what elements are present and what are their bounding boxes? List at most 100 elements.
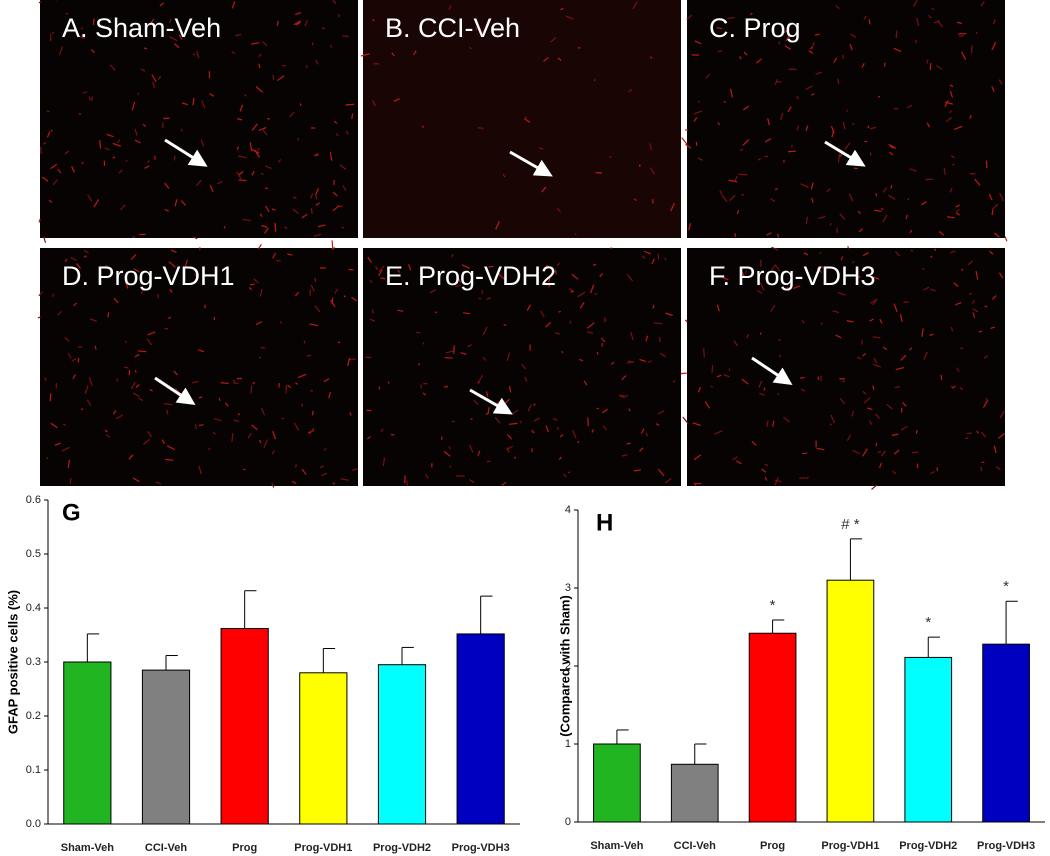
- cell-speck: [592, 263, 597, 266]
- cell-speck: [50, 163, 58, 170]
- cell-speck: [993, 445, 997, 454]
- cell-speck: [181, 102, 188, 106]
- cell-speck: [468, 479, 475, 484]
- cell-speck: [313, 233, 322, 237]
- cell-speck: [323, 378, 330, 383]
- cell-speck: [839, 213, 846, 220]
- cell-speck: [732, 456, 738, 461]
- cell-speck: [974, 178, 981, 186]
- cell-speck: [950, 326, 953, 332]
- cell-speck: [397, 269, 401, 273]
- cell-speck: [201, 100, 206, 109]
- cell-speck: [315, 59, 319, 65]
- cell-speck: [130, 254, 137, 261]
- cell-speck: [333, 120, 338, 124]
- cell-speck: [508, 412, 511, 415]
- cell-speck: [816, 447, 825, 451]
- cell-speck: [420, 384, 423, 389]
- cell-speck: [550, 36, 557, 43]
- cell-speck: [348, 268, 354, 271]
- cell-speck: [455, 284, 461, 288]
- cell-speck: [770, 304, 776, 312]
- cell-speck: [770, 198, 775, 202]
- cell-speck: [743, 51, 748, 56]
- cell-speck: [627, 88, 633, 93]
- cell-speck: [477, 450, 481, 456]
- cell-speck: [739, 56, 742, 60]
- cell-speck: [495, 221, 500, 230]
- cell-speck: [808, 49, 814, 54]
- x-tick-label: CCI-Veh: [145, 842, 187, 854]
- cell-speck: [559, 434, 564, 438]
- cell-speck: [657, 253, 660, 260]
- cell-speck: [421, 125, 425, 128]
- cell-speck: [506, 434, 513, 440]
- cell-speck: [875, 413, 881, 419]
- cell-speck: [232, 379, 236, 383]
- cell-speck: [975, 270, 979, 280]
- cell-speck: [657, 468, 665, 477]
- cell-speck: [116, 139, 121, 144]
- cell-speck: [198, 465, 202, 475]
- cell-speck: [980, 466, 983, 472]
- cell-speck: [329, 44, 333, 48]
- cell-speck: [733, 340, 738, 347]
- cell-speck: [137, 350, 147, 353]
- cell-speck: [657, 410, 665, 415]
- cell-speck: [134, 128, 138, 136]
- cell-speck: [1004, 236, 1008, 242]
- cell-speck: [524, 376, 528, 382]
- cell-speck: [888, 143, 897, 149]
- cell-speck: [991, 203, 999, 210]
- cell-speck: [477, 127, 484, 129]
- cell-speck: [295, 11, 302, 16]
- cell-speck: [783, 29, 789, 34]
- cell-speck: [332, 191, 338, 197]
- cell-speck: [38, 218, 41, 223]
- cell-speck: [900, 425, 908, 431]
- cell-speck: [238, 179, 247, 182]
- cell-speck: [367, 436, 371, 440]
- cell-speck: [104, 429, 108, 433]
- cell-speck: [305, 65, 308, 69]
- cell-speck: [630, 331, 634, 340]
- panel-letter: G: [62, 499, 81, 526]
- cell-speck: [46, 456, 49, 460]
- cell-speck: [87, 194, 93, 202]
- cell-speck: [736, 209, 740, 215]
- cell-speck: [335, 133, 339, 137]
- cell-speck: [331, 240, 334, 249]
- cell-speck: [875, 193, 878, 197]
- cell-speck: [91, 96, 94, 102]
- cell-speck: [693, 110, 703, 115]
- cell-speck: [231, 433, 234, 442]
- cell-speck: [301, 468, 307, 476]
- cell-speck: [911, 451, 919, 454]
- cell-speck: [572, 430, 577, 439]
- cell-speck: [658, 337, 661, 343]
- cell-speck: [837, 292, 846, 296]
- cell-speck: [62, 423, 67, 426]
- cell-speck: [180, 200, 187, 206]
- cell-speck: [173, 155, 176, 161]
- cell-speck: [998, 79, 1003, 85]
- cell-speck: [345, 130, 349, 135]
- cell-speck: [832, 310, 840, 314]
- cell-speck: [502, 173, 506, 178]
- x-tick-label: Prog-VDH3: [977, 840, 1035, 852]
- cell-speck: [470, 417, 473, 421]
- cell-speck: [721, 194, 728, 203]
- cell-speck: [295, 464, 297, 468]
- cell-speck: [849, 43, 853, 51]
- cell-speck: [135, 384, 140, 388]
- cell-speck: [728, 179, 738, 183]
- cell-speck: [900, 354, 907, 361]
- cell-speck: [52, 179, 59, 186]
- cell-speck: [626, 273, 634, 282]
- cell-speck: [198, 349, 205, 353]
- cell-speck: [115, 414, 124, 420]
- cell-speck: [902, 401, 907, 407]
- cell-speck: [694, 40, 702, 45]
- cell-speck: [955, 204, 960, 208]
